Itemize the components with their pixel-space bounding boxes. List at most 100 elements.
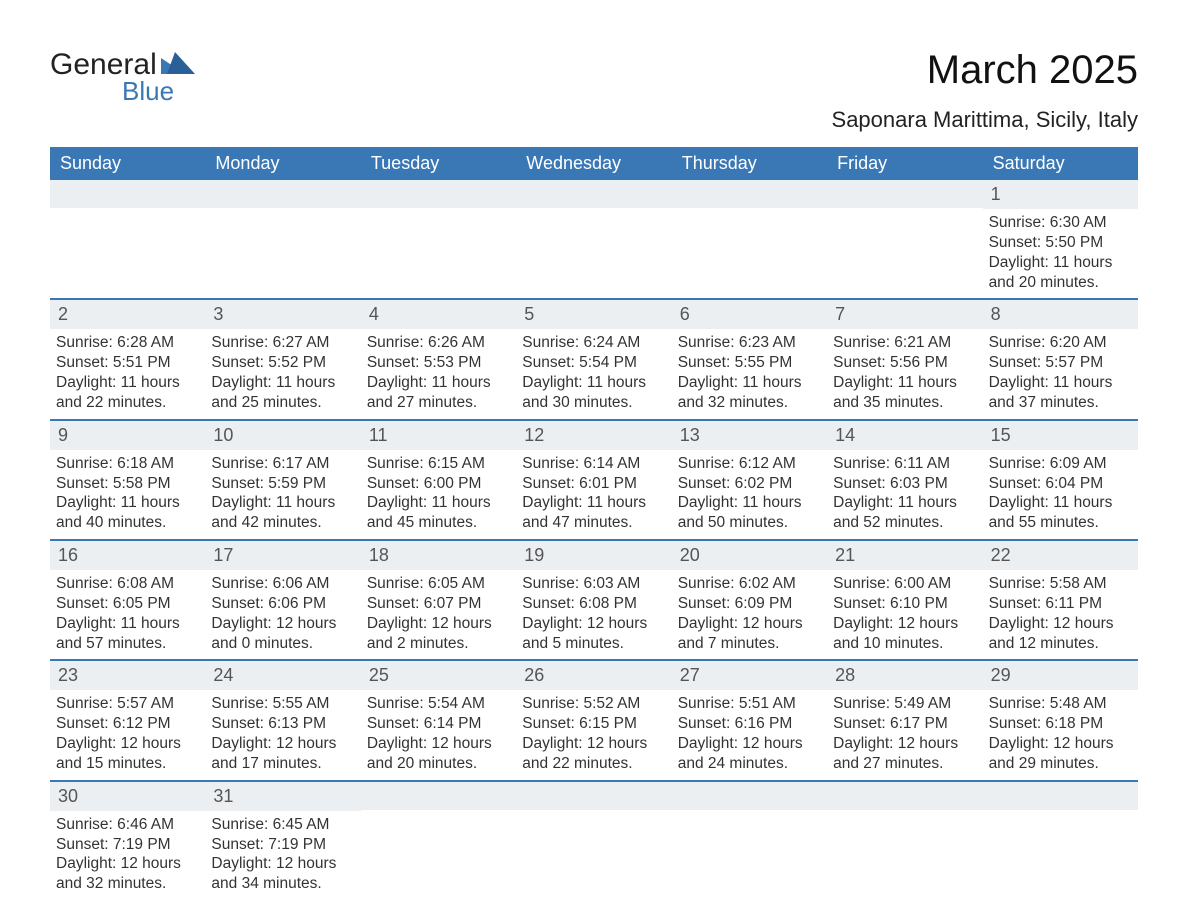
day-number: 19 xyxy=(516,541,671,570)
day-cell: 2Sunrise: 6:28 AMSunset: 5:51 PMDaylight… xyxy=(50,300,205,418)
day-body: Sunrise: 6:08 AMSunset: 6:05 PMDaylight:… xyxy=(50,570,205,653)
day-number: 21 xyxy=(827,541,982,570)
day-cell: 15Sunrise: 6:09 AMSunset: 6:04 PMDayligh… xyxy=(983,421,1138,539)
day-number: 14 xyxy=(827,421,982,450)
day-body: Sunrise: 6:17 AMSunset: 5:59 PMDaylight:… xyxy=(205,450,360,533)
day-body: Sunrise: 6:09 AMSunset: 6:04 PMDaylight:… xyxy=(983,450,1138,533)
daylight-line1: Daylight: 12 hours xyxy=(989,614,1138,634)
day-cell: 10Sunrise: 6:17 AMSunset: 5:59 PMDayligh… xyxy=(205,421,360,539)
empty-day-band xyxy=(50,180,205,208)
empty-day-band xyxy=(361,180,516,208)
empty-day-band xyxy=(672,782,827,810)
sunset-text: Sunset: 6:08 PM xyxy=(522,594,671,614)
sunset-text: Sunset: 6:01 PM xyxy=(522,474,671,494)
daylight-line1: Daylight: 11 hours xyxy=(522,493,671,513)
sunrise-text: Sunrise: 6:46 AM xyxy=(56,815,205,835)
daylight-line2: and 37 minutes. xyxy=(989,393,1138,413)
day-cell xyxy=(672,782,827,900)
sunrise-text: Sunrise: 6:12 AM xyxy=(678,454,827,474)
sunset-text: Sunset: 6:09 PM xyxy=(678,594,827,614)
day-cell: 19Sunrise: 6:03 AMSunset: 6:08 PMDayligh… xyxy=(516,541,671,659)
day-cell: 26Sunrise: 5:52 AMSunset: 6:15 PMDayligh… xyxy=(516,661,671,779)
daylight-line2: and 0 minutes. xyxy=(211,634,360,654)
day-cell: 21Sunrise: 6:00 AMSunset: 6:10 PMDayligh… xyxy=(827,541,982,659)
sunrise-text: Sunrise: 5:54 AM xyxy=(367,694,516,714)
day-number: 18 xyxy=(361,541,516,570)
day-number: 27 xyxy=(672,661,827,690)
header: General Blue March 2025 Saponara Maritti… xyxy=(50,48,1138,133)
sunset-text: Sunset: 5:55 PM xyxy=(678,353,827,373)
daylight-line2: and 7 minutes. xyxy=(678,634,827,654)
day-number: 12 xyxy=(516,421,671,450)
sunset-text: Sunset: 6:04 PM xyxy=(989,474,1138,494)
week-row: 30Sunrise: 6:46 AMSunset: 7:19 PMDayligh… xyxy=(50,780,1138,900)
day-cell xyxy=(50,180,205,298)
day-number: 13 xyxy=(672,421,827,450)
logo-word-2: Blue xyxy=(122,76,174,107)
day-body: Sunrise: 6:21 AMSunset: 5:56 PMDaylight:… xyxy=(827,329,982,412)
sunset-text: Sunset: 6:16 PM xyxy=(678,714,827,734)
empty-day-body xyxy=(50,208,205,284)
sunrise-text: Sunrise: 6:08 AM xyxy=(56,574,205,594)
day-body: Sunrise: 6:11 AMSunset: 6:03 PMDaylight:… xyxy=(827,450,982,533)
day-body: Sunrise: 6:05 AMSunset: 6:07 PMDaylight:… xyxy=(361,570,516,653)
daylight-line1: Daylight: 11 hours xyxy=(989,373,1138,393)
daylight-line2: and 22 minutes. xyxy=(56,393,205,413)
daylight-line2: and 5 minutes. xyxy=(522,634,671,654)
day-number: 16 xyxy=(50,541,205,570)
sunrise-text: Sunrise: 6:05 AM xyxy=(367,574,516,594)
daylight-line1: Daylight: 12 hours xyxy=(833,614,982,634)
daylight-line2: and 17 minutes. xyxy=(211,754,360,774)
sunset-text: Sunset: 6:05 PM xyxy=(56,594,205,614)
day-cell: 6Sunrise: 6:23 AMSunset: 5:55 PMDaylight… xyxy=(672,300,827,418)
dow-cell: Wednesday xyxy=(516,147,671,180)
calendar: Sunday Monday Tuesday Wednesday Thursday… xyxy=(50,147,1138,900)
day-body: Sunrise: 5:48 AMSunset: 6:18 PMDaylight:… xyxy=(983,690,1138,773)
sunrise-text: Sunrise: 5:55 AM xyxy=(211,694,360,714)
day-body: Sunrise: 6:12 AMSunset: 6:02 PMDaylight:… xyxy=(672,450,827,533)
day-number: 15 xyxy=(983,421,1138,450)
day-cell xyxy=(361,180,516,298)
week-row: 16Sunrise: 6:08 AMSunset: 6:05 PMDayligh… xyxy=(50,539,1138,659)
daylight-line2: and 40 minutes. xyxy=(56,513,205,533)
sunset-text: Sunset: 6:07 PM xyxy=(367,594,516,614)
sunrise-text: Sunrise: 6:11 AM xyxy=(833,454,982,474)
daylight-line1: Daylight: 11 hours xyxy=(989,253,1138,273)
day-number: 2 xyxy=(50,300,205,329)
daylight-line2: and 30 minutes. xyxy=(522,393,671,413)
week-row: 2Sunrise: 6:28 AMSunset: 5:51 PMDaylight… xyxy=(50,298,1138,418)
day-cell: 16Sunrise: 6:08 AMSunset: 6:05 PMDayligh… xyxy=(50,541,205,659)
page-title: March 2025 xyxy=(832,48,1138,93)
daylight-line2: and 32 minutes. xyxy=(678,393,827,413)
day-cell: 3Sunrise: 6:27 AMSunset: 5:52 PMDaylight… xyxy=(205,300,360,418)
day-body: Sunrise: 5:58 AMSunset: 6:11 PMDaylight:… xyxy=(983,570,1138,653)
day-number: 20 xyxy=(672,541,827,570)
day-number: 8 xyxy=(983,300,1138,329)
day-body: Sunrise: 6:46 AMSunset: 7:19 PMDaylight:… xyxy=(50,811,205,894)
daylight-line1: Daylight: 11 hours xyxy=(211,493,360,513)
day-number: 4 xyxy=(361,300,516,329)
empty-day-body xyxy=(516,208,671,284)
day-cell: 11Sunrise: 6:15 AMSunset: 6:00 PMDayligh… xyxy=(361,421,516,539)
sunrise-text: Sunrise: 6:02 AM xyxy=(678,574,827,594)
sunrise-text: Sunrise: 6:20 AM xyxy=(989,333,1138,353)
sunrise-text: Sunrise: 5:48 AM xyxy=(989,694,1138,714)
sunrise-text: Sunrise: 6:00 AM xyxy=(833,574,982,594)
daylight-line2: and 10 minutes. xyxy=(833,634,982,654)
empty-day-band xyxy=(672,180,827,208)
daylight-line1: Daylight: 12 hours xyxy=(678,614,827,634)
empty-day-body xyxy=(983,810,1138,886)
day-number: 6 xyxy=(672,300,827,329)
day-cell: 29Sunrise: 5:48 AMSunset: 6:18 PMDayligh… xyxy=(983,661,1138,779)
day-number: 26 xyxy=(516,661,671,690)
dow-cell: Tuesday xyxy=(361,147,516,180)
day-cell: 8Sunrise: 6:20 AMSunset: 5:57 PMDaylight… xyxy=(983,300,1138,418)
daylight-line2: and 35 minutes. xyxy=(833,393,982,413)
empty-day-body xyxy=(516,810,671,886)
empty-day-band xyxy=(205,180,360,208)
day-body: Sunrise: 6:15 AMSunset: 6:00 PMDaylight:… xyxy=(361,450,516,533)
day-body: Sunrise: 6:18 AMSunset: 5:58 PMDaylight:… xyxy=(50,450,205,533)
daylight-line2: and 45 minutes. xyxy=(367,513,516,533)
day-cell: 5Sunrise: 6:24 AMSunset: 5:54 PMDaylight… xyxy=(516,300,671,418)
day-number: 22 xyxy=(983,541,1138,570)
